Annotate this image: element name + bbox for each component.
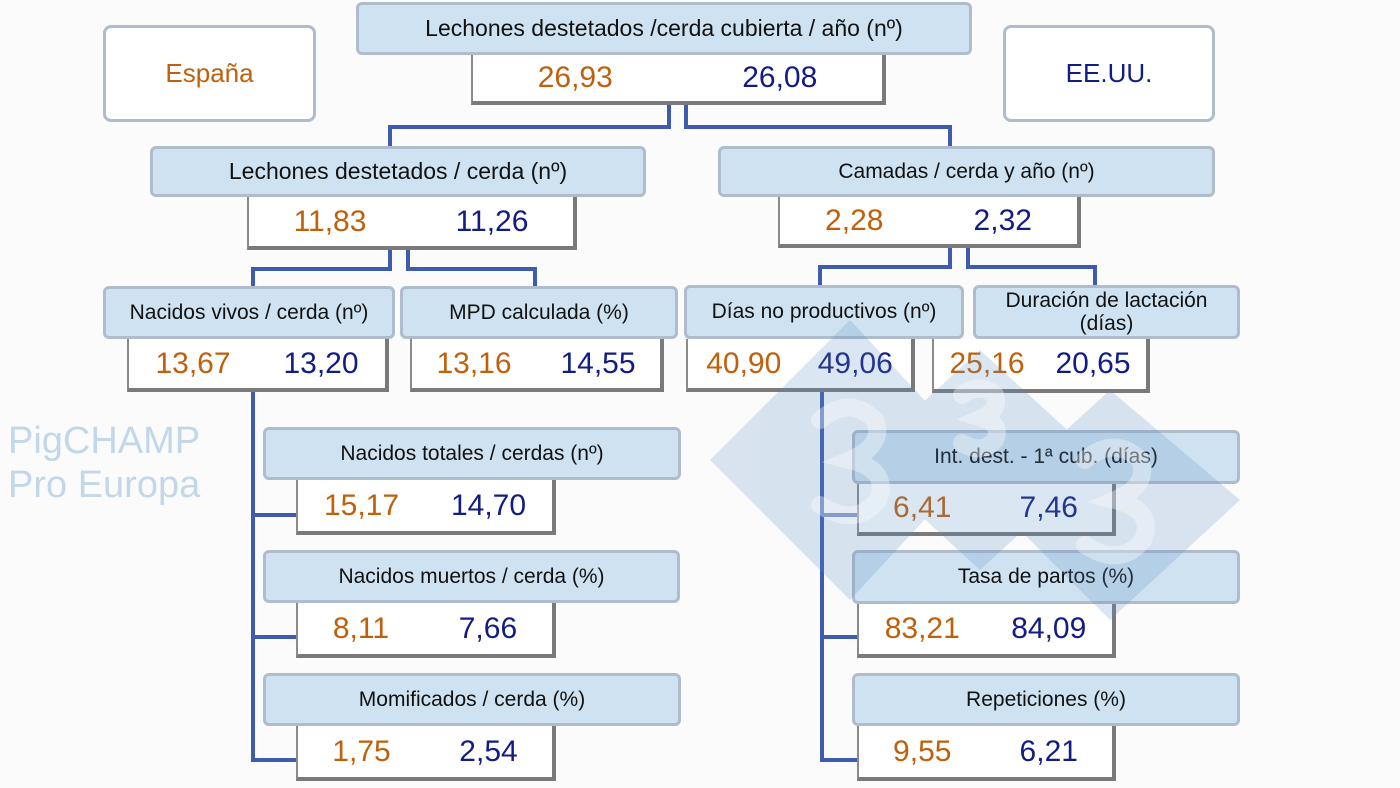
value-usa: 14,55 [560,346,636,380]
node-mpd-values: 13,16 14,55 [410,339,664,392]
node-stillborn-label: Nacidos muertos / cerda (%) [263,550,680,603]
value-usa: 26,08 [742,61,818,94]
value-spain: 8,11 [332,611,390,645]
value-spain: 25,16 [949,347,1025,380]
node-wean-service-values: 6,41 7,46 [857,484,1116,536]
node-repeats-values: 9,55 6,21 [857,726,1116,781]
value-usa: 6,21 [1019,734,1078,768]
value-spain: 26,93 [537,61,613,94]
node-total-born-label: Nacidos totales / cerdas (nº) [263,427,681,480]
value-spain: 15,17 [323,488,400,522]
watermark-text: PigCHAMP Pro Europa [8,420,201,506]
node-npd-label: Días no productivos (nº) [684,285,964,339]
value-spain: 6,41 [893,491,952,524]
value-usa: 49,06 [817,346,893,380]
node-mummified-values: 1,75 2,54 [296,726,556,781]
node-repeats-label: Repeticiones (%) [852,673,1240,726]
node-weaned-label: Lechones destetados / cerda (nº) [150,146,646,197]
node-total-born-values: 15,17 14,70 [296,480,556,535]
node-root-label: Lechones destetados /cerda cubierta / añ… [356,2,972,55]
value-usa: 14,70 [450,488,527,522]
node-wean-service-label: Int. dest. - 1ª cub. (días) [852,430,1240,484]
value-usa: 11,26 [455,204,529,238]
value-spain: 11,83 [293,204,367,238]
value-usa: 7,66 [458,611,518,645]
legend-spain: España [103,25,316,122]
node-mpd-label: MPD calculada (%) [400,286,678,339]
node-farrowing-rate-label: Tasa de partos (%) [852,550,1240,604]
node-born-alive-label: Nacidos vivos / cerda (nº) [103,286,395,339]
value-spain: 9,55 [893,734,952,768]
node-litters-label: Camadas / cerda y año (nº) [718,146,1215,197]
node-stillborn-values: 8,11 7,66 [296,603,556,658]
value-usa: 20,65 [1055,347,1131,380]
value-usa: 2,54 [459,734,518,768]
value-spain: 13,67 [155,346,231,380]
value-usa: 13,20 [283,346,359,380]
value-usa: 7,46 [1019,491,1078,524]
value-spain: 13,16 [436,346,512,380]
node-litters-values: 2,28 2,32 [778,197,1081,248]
value-spain: 40,90 [706,346,782,380]
value-usa: 84,09 [1011,612,1087,645]
value-spain: 83,21 [884,612,960,645]
value-spain: 2,28 [825,203,884,237]
node-root-values: 26,93 26,08 [471,55,886,105]
value-spain: 1,75 [332,734,391,768]
node-lactation-values: 25,16 20,65 [932,339,1150,393]
node-weaned-values: 11,83 11,26 [247,197,577,250]
node-lactation-label: Duración de lactación (días) [973,285,1240,339]
value-usa: 2,32 [973,203,1032,237]
node-born-alive-values: 13,67 13,20 [127,339,389,392]
legend-usa: EE.UU. [1003,25,1215,122]
node-npd-values: 40,90 49,06 [686,339,915,392]
node-mummified-label: Momificados / cerda (%) [263,673,681,726]
node-farrowing-rate-values: 83,21 84,09 [857,604,1116,658]
